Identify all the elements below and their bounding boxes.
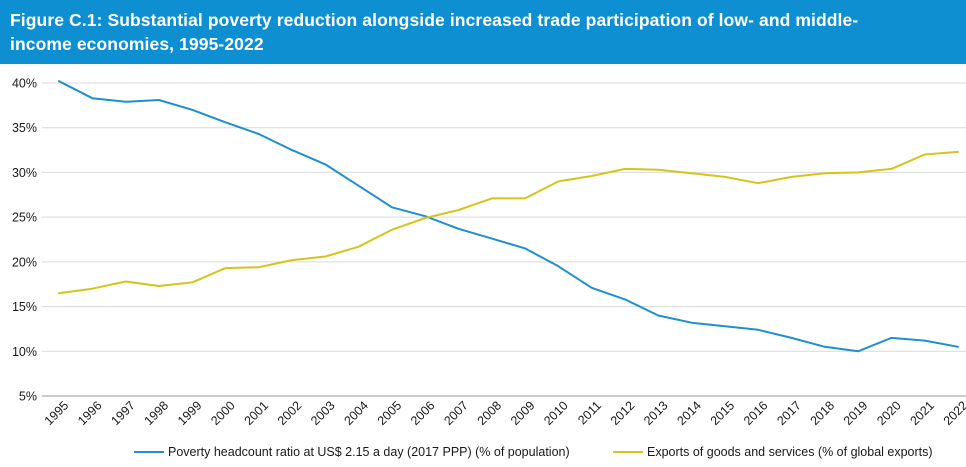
exports-share-line bbox=[58, 150, 959, 295]
x-tick-label: 2011 bbox=[575, 398, 604, 427]
y-tick-label: 40% bbox=[12, 77, 37, 91]
x-tick-label: 2022 bbox=[941, 398, 966, 428]
x-tick-label: 2008 bbox=[475, 398, 505, 428]
x-tick-label: 2016 bbox=[741, 398, 771, 428]
x-tick-label: 2007 bbox=[441, 398, 471, 428]
x-tick-label: 2001 bbox=[242, 398, 272, 428]
x-tick-label: 2000 bbox=[208, 398, 238, 428]
x-axis: 1995 1996 1997 1998 1999 2000 2001 2002 2003 2004… bbox=[42, 398, 966, 428]
x-tick-label: 2012 bbox=[608, 398, 638, 428]
figure-title: Figure C.1: Substantial poverty reductio… bbox=[10, 10, 859, 54]
legend-swatch-exports bbox=[613, 451, 643, 453]
chart-legend: Poverty headcount ratio at US$ 2.15 a da… bbox=[0, 445, 966, 465]
legend-label-exports: Exports of goods and services (% of glob… bbox=[647, 445, 933, 459]
x-tick-label: 1999 bbox=[175, 398, 205, 428]
x-tick-label: 2004 bbox=[341, 398, 371, 428]
legend-item-poverty: Poverty headcount ratio at US$ 2.15 a da… bbox=[134, 445, 570, 459]
grid-lines bbox=[42, 82, 966, 397]
figure-header: Figure C.1: Substantial poverty reductio… bbox=[0, 0, 966, 64]
x-tick-label: 2003 bbox=[308, 398, 338, 428]
legend-swatch-poverty bbox=[134, 451, 164, 453]
x-tick-label: 2009 bbox=[508, 398, 538, 428]
series-lines bbox=[58, 80, 959, 353]
x-tick-label: 2017 bbox=[774, 398, 804, 428]
x-tick-label: 2014 bbox=[674, 398, 704, 428]
y-tick-label: 20% bbox=[12, 255, 37, 269]
x-tick-label: 2006 bbox=[408, 398, 438, 428]
x-tick-label: 1996 bbox=[75, 398, 105, 428]
x-tick-label: 2021 bbox=[907, 398, 937, 428]
legend-label-poverty: Poverty headcount ratio at US$ 2.15 a da… bbox=[168, 445, 570, 459]
y-tick-label: 5% bbox=[19, 390, 37, 404]
y-tick-label: 25% bbox=[12, 211, 37, 225]
x-tick-label: 2013 bbox=[641, 398, 671, 428]
poverty-headcount-line bbox=[58, 80, 959, 353]
x-tick-label: 2002 bbox=[275, 398, 305, 428]
y-tick-label: 35% bbox=[12, 121, 37, 135]
y-tick-label: 10% bbox=[12, 345, 37, 359]
x-tick-label: 1998 bbox=[142, 398, 172, 428]
y-tick-label: 15% bbox=[12, 300, 37, 314]
x-tick-label: 2005 bbox=[375, 398, 405, 428]
x-tick-label: 2019 bbox=[841, 398, 871, 428]
x-tick-label: 2010 bbox=[541, 398, 571, 428]
x-tick-label: 1995 bbox=[42, 398, 72, 428]
y-tick-label: 30% bbox=[12, 166, 37, 180]
x-tick-label: 2020 bbox=[874, 398, 904, 428]
y-axis: 5% 10% 15% 20% 25% 30% 35% 40% bbox=[12, 77, 37, 404]
x-tick-label: 1997 bbox=[108, 398, 138, 428]
x-tick-label: 2015 bbox=[708, 398, 738, 428]
legend-item-exports: Exports of goods and services (% of glob… bbox=[613, 445, 933, 459]
x-tick-label: 2018 bbox=[808, 398, 838, 428]
